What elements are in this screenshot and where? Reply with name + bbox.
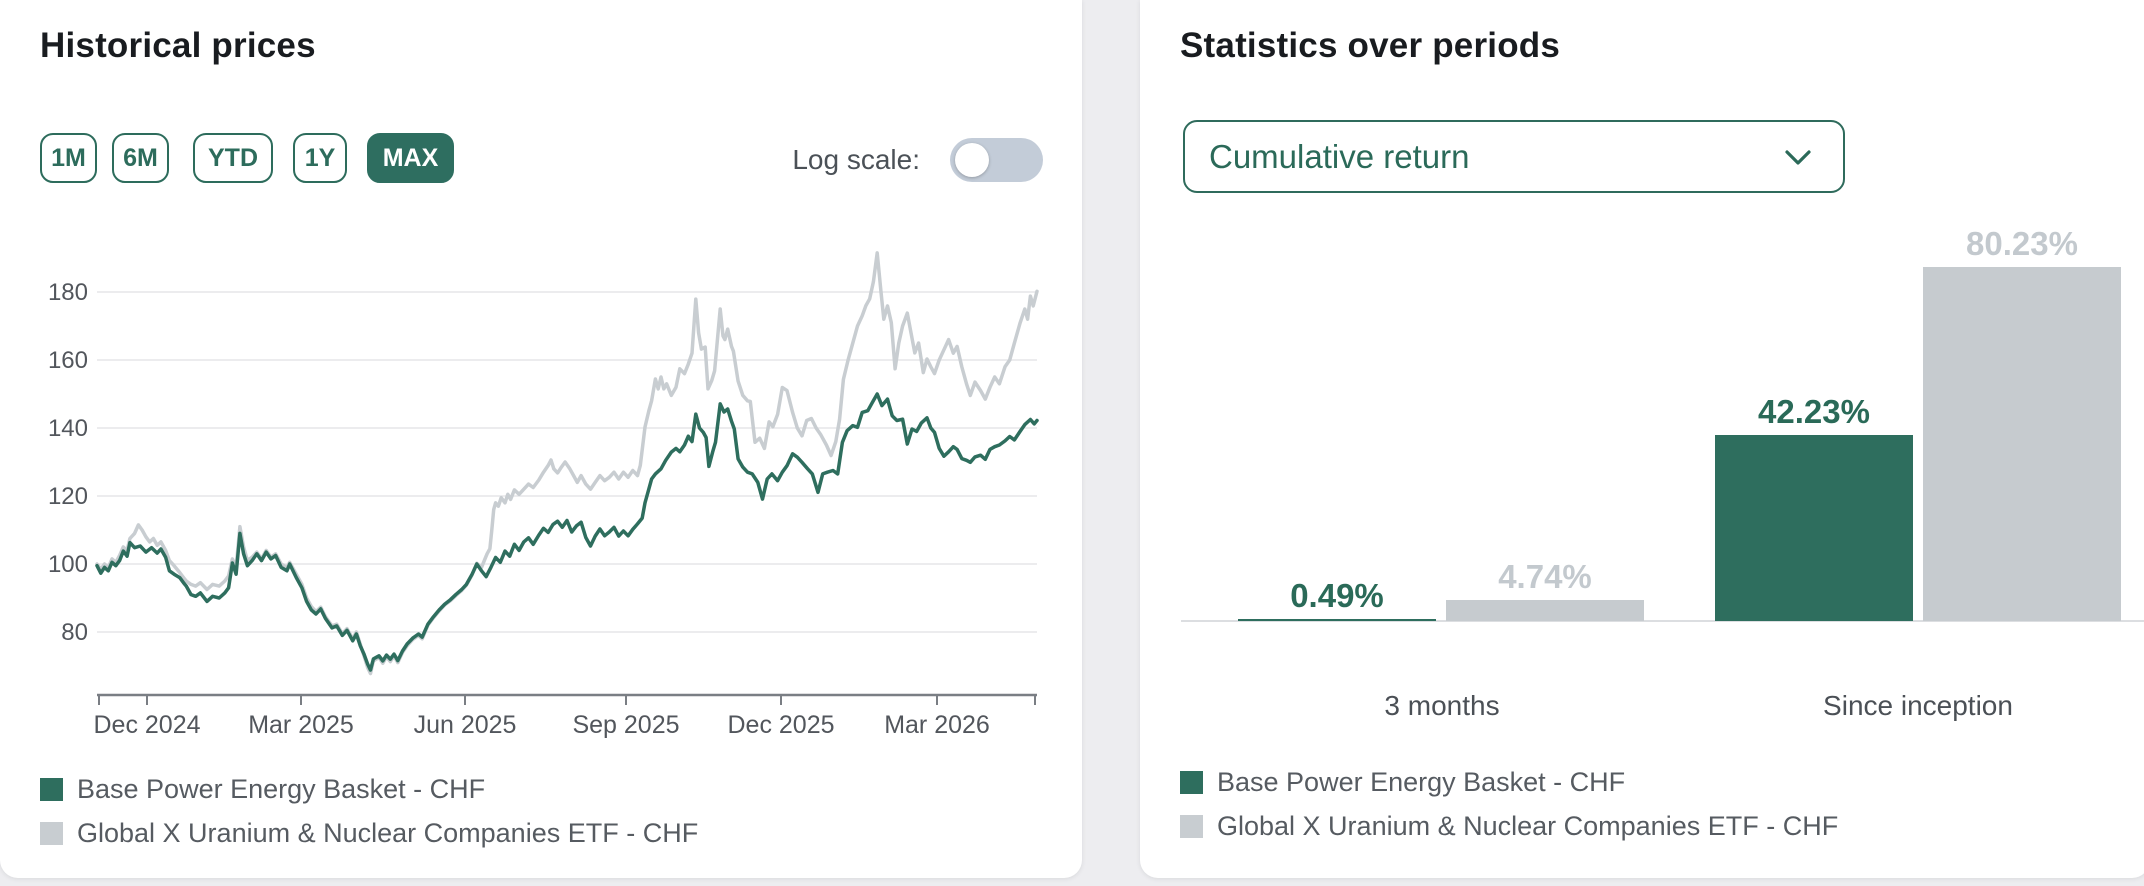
etf-price-line <box>95 251 1039 676</box>
etf-swatch-icon <box>1180 814 1203 838</box>
bar-chart-baseline <box>1181 620 2144 622</box>
basket-swatch-icon <box>40 777 63 801</box>
statistics-title: Statistics over periods <box>1180 26 1561 65</box>
x-tick-label: Mar 2026 <box>884 711 990 739</box>
basket-swatch-icon <box>1180 770 1203 794</box>
chevron-down-icon <box>1785 150 1811 165</box>
price-line-chart[interactable]: 180 160 140 120 100 80 Dec 2024 Mar 2025 Jun 202… <box>0 0 1082 878</box>
y-tick-label: 180 <box>48 279 88 306</box>
legend-label: Base Power Energy Basket - CHF <box>1217 766 1626 797</box>
x-tick-label: Sep 2025 <box>572 711 679 739</box>
bar-etf-3-months[interactable] <box>1446 600 1644 621</box>
bar-etf-since-inception[interactable] <box>1923 267 2121 621</box>
y-tick-label: 160 <box>48 347 88 374</box>
y-tick-label: 140 <box>48 415 88 442</box>
historical-prices-title: Historical prices <box>40 26 316 65</box>
legend-label: Global X Uranium & Nuclear Companies ETF… <box>77 817 699 848</box>
basket-price-line <box>95 392 1039 672</box>
bar-value-label: 80.23% <box>1966 225 2078 263</box>
y-tick-label: 80 <box>61 619 88 646</box>
range-button-6m[interactable]: 6M <box>112 133 169 183</box>
bar-value-label: 0.49% <box>1290 576 1384 614</box>
legend-item-basket: Base Power Energy Basket - CHF <box>1180 766 1626 797</box>
y-tick-label: 100 <box>48 551 88 578</box>
log-scale-label: Log scale: <box>792 144 920 175</box>
legend-item-etf: Global X Uranium & Nuclear Companies ETF… <box>1180 810 1839 841</box>
bar-chart[interactable]: 3 months Since inception 0.49% 4.74% 42.23… <box>1140 0 2144 878</box>
x-tick-label: Jun 2025 <box>414 711 517 739</box>
range-button-1m[interactable]: 1M <box>40 133 97 183</box>
legend-label: Base Power Energy Basket - CHF <box>77 773 486 804</box>
toggle-knob-icon <box>955 143 989 177</box>
x-tick-label: Dec 2024 <box>93 711 200 739</box>
range-button-1y[interactable]: 1Y <box>293 133 347 183</box>
etf-swatch-icon <box>40 821 63 845</box>
category-label-since-inception: Since inception <box>1823 690 2013 721</box>
y-tick-label: 120 <box>48 483 88 510</box>
bar-value-label: 4.74% <box>1498 558 1592 596</box>
bar-value-label: 42.23% <box>1758 392 1870 430</box>
bar-basket-3-months[interactable] <box>1238 618 1436 621</box>
bar-basket-since-inception[interactable] <box>1715 434 1913 621</box>
statistics-card: Statistics over periods Cumulative retur… <box>1140 0 2144 878</box>
historical-prices-card: Historical prices 1M 6M YTD 1Y MAX Log s… <box>0 0 1082 878</box>
category-label-3-months: 3 months <box>1384 690 1500 721</box>
range-button-max[interactable]: MAX <box>367 133 454 183</box>
legend-item-basket: Base Power Energy Basket - CHF <box>40 773 486 804</box>
legend-item-etf: Global X Uranium & Nuclear Companies ETF… <box>40 817 699 848</box>
log-scale-toggle[interactable] <box>950 138 1043 182</box>
metric-dropdown[interactable]: Cumulative return <box>1183 120 1845 193</box>
legend-label: Global X Uranium & Nuclear Companies ETF… <box>1217 810 1839 841</box>
range-button-ytd[interactable]: YTD <box>193 133 273 183</box>
x-tick-label: Dec 2025 <box>727 711 834 739</box>
metric-dropdown-value: Cumulative return <box>1209 138 1470 175</box>
x-tick-label: Mar 2025 <box>248 711 354 739</box>
